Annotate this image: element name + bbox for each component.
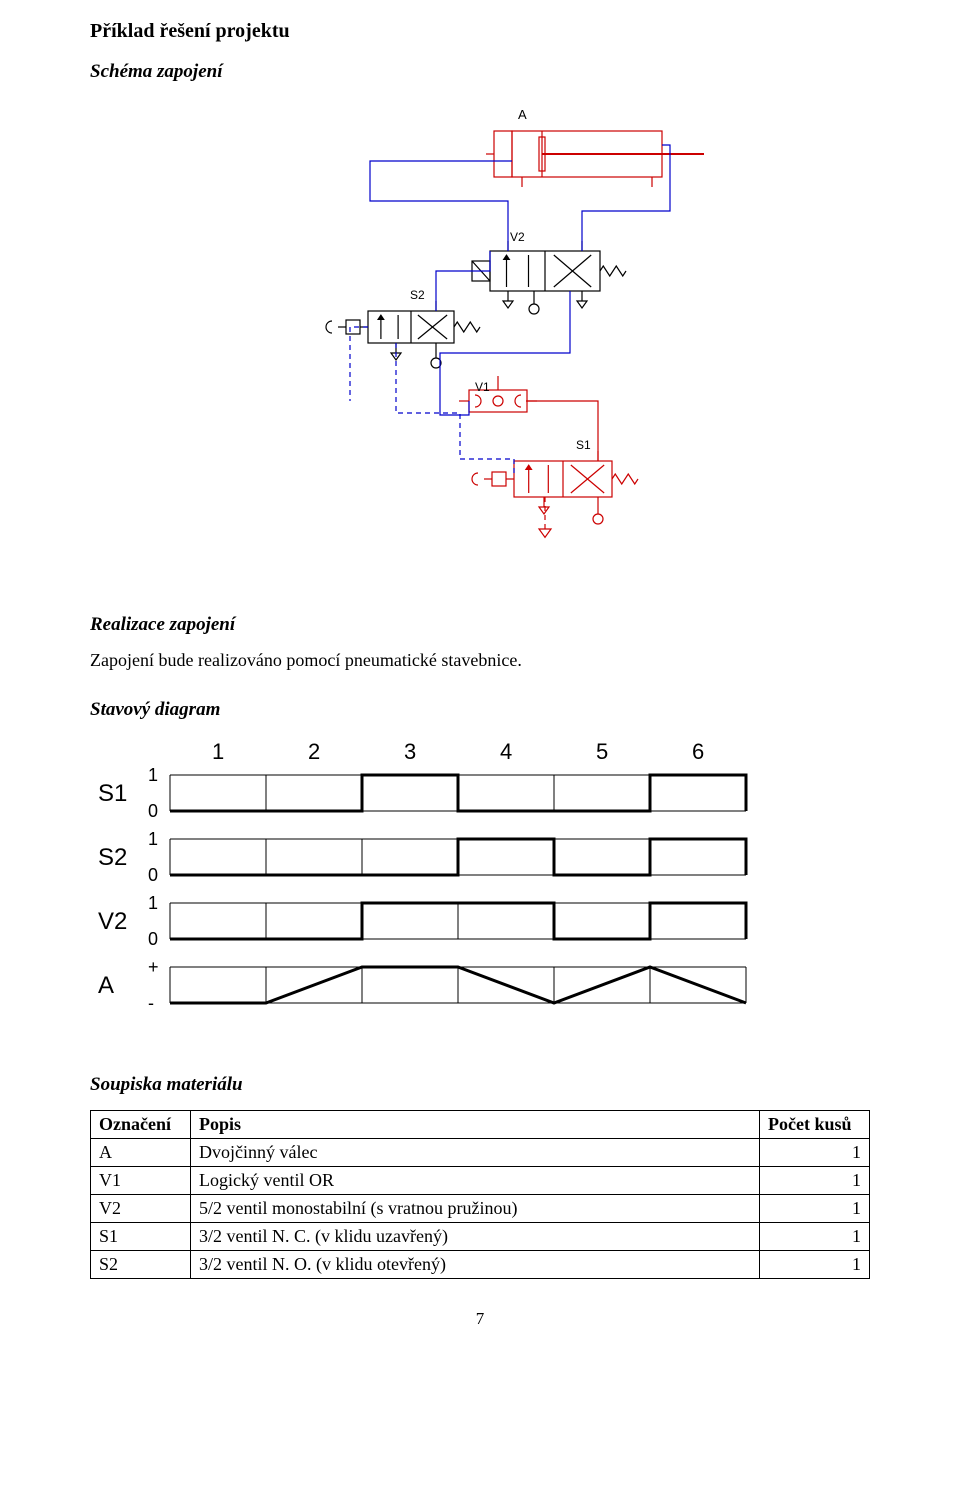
bom-header: Popis bbox=[191, 1111, 760, 1139]
svg-text:3: 3 bbox=[404, 739, 416, 764]
page-title: Příklad řešení projektu bbox=[90, 20, 870, 43]
bom-cell: 1 bbox=[760, 1195, 870, 1223]
svg-text:S1: S1 bbox=[98, 780, 127, 807]
svg-text:A: A bbox=[518, 107, 527, 122]
bom-cell: 1 bbox=[760, 1251, 870, 1279]
svg-text:2: 2 bbox=[308, 739, 320, 764]
bom-cell: 3/2 ventil N. O. (v klidu otevřený) bbox=[191, 1251, 760, 1279]
svg-text:+: + bbox=[148, 957, 159, 977]
svg-text:S2: S2 bbox=[410, 288, 425, 302]
table-row: S13/2 ventil N. C. (v klidu uzavřený)1 bbox=[91, 1223, 870, 1251]
bom-cell: Dvojčinný válec bbox=[191, 1139, 760, 1167]
bom-cell: 1 bbox=[760, 1167, 870, 1195]
page-number: 7 bbox=[90, 1309, 870, 1329]
heading-state-diagram: Stavový diagram bbox=[90, 699, 870, 721]
svg-text:4: 4 bbox=[500, 739, 512, 764]
bom-cell: 1 bbox=[760, 1139, 870, 1167]
svg-text:S1: S1 bbox=[576, 438, 591, 452]
bom-cell: V1 bbox=[91, 1167, 191, 1195]
heading-bom: Soupiska materiálu bbox=[90, 1074, 870, 1096]
svg-text:1: 1 bbox=[148, 829, 158, 849]
pneumatic-diagram: A V2 S2 V1 S1 bbox=[90, 101, 870, 586]
svg-text:-: - bbox=[148, 993, 154, 1013]
bom-cell: A bbox=[91, 1139, 191, 1167]
bom-cell: 5/2 ventil monostabilní (s vratnou pruži… bbox=[191, 1195, 760, 1223]
svg-text:5: 5 bbox=[596, 739, 608, 764]
realization-text: Zapojení bude realizováno pomocí pneumat… bbox=[90, 650, 870, 671]
svg-text:6: 6 bbox=[692, 739, 704, 764]
bom-table: OznačeníPopisPočet kusů ADvojčinný válec… bbox=[90, 1110, 870, 1279]
bom-cell: Logický ventil OR bbox=[191, 1167, 760, 1195]
svg-text:1: 1 bbox=[212, 739, 224, 764]
bom-cell: V2 bbox=[91, 1195, 191, 1223]
svg-text:1: 1 bbox=[148, 893, 158, 913]
svg-text:S2: S2 bbox=[98, 844, 127, 871]
svg-text:0: 0 bbox=[148, 929, 158, 949]
svg-text:V2: V2 bbox=[510, 230, 525, 244]
bom-header: Označení bbox=[91, 1111, 191, 1139]
bom-header: Počet kusů bbox=[760, 1111, 870, 1139]
svg-text:1: 1 bbox=[148, 765, 158, 785]
bom-cell: 1 bbox=[760, 1223, 870, 1251]
svg-text:V1: V1 bbox=[475, 380, 490, 394]
heading-realization: Realizace zapojení bbox=[90, 614, 870, 636]
bom-cell: 3/2 ventil N. C. (v klidu uzavřený) bbox=[191, 1223, 760, 1251]
table-row: V25/2 ventil monostabilní (s vratnou pru… bbox=[91, 1195, 870, 1223]
svg-text:A: A bbox=[98, 972, 114, 999]
svg-text:0: 0 bbox=[148, 865, 158, 885]
svg-text:V2: V2 bbox=[98, 908, 127, 935]
heading-schema: Schéma zapojení bbox=[90, 61, 870, 83]
bom-cell: S2 bbox=[91, 1251, 191, 1279]
svg-text:0: 0 bbox=[148, 801, 158, 821]
table-row: V1Logický ventil OR1 bbox=[91, 1167, 870, 1195]
table-row: S23/2 ventil N. O. (v klidu otevřený)1 bbox=[91, 1251, 870, 1279]
bom-cell: S1 bbox=[91, 1223, 191, 1251]
timing-diagram: 1 2 3 4 5 6 S1 1 0 S2 1 0 V2 1 0 A + - bbox=[90, 735, 870, 1046]
table-row: ADvojčinný válec1 bbox=[91, 1139, 870, 1167]
